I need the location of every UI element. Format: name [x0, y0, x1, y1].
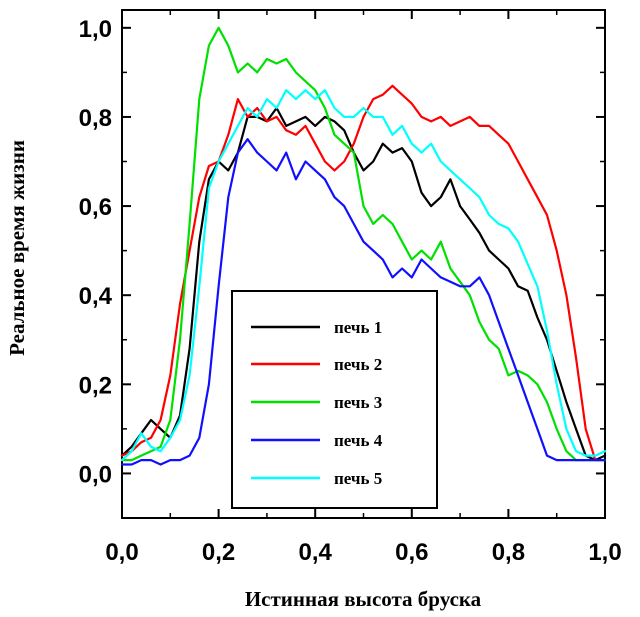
legend-label-4: печь 4 — [334, 431, 383, 450]
y-tick-label: 0,4 — [79, 283, 113, 310]
y-tick-label: 0,0 — [79, 461, 112, 488]
x-tick-label: 0,2 — [202, 539, 235, 566]
legend-label-5: печь 5 — [334, 469, 382, 488]
y-tick-label: 1,0 — [79, 16, 112, 43]
legend-label-1: печь 1 — [334, 318, 382, 337]
y-tick-label: 0,6 — [79, 194, 112, 221]
x-tick-label: 0,0 — [105, 539, 138, 566]
legend-label-2: печь 2 — [334, 355, 382, 374]
x-tick-label: 0,6 — [395, 539, 428, 566]
legend-label-3: печь 3 — [334, 393, 382, 412]
y-tick-label: 0,8 — [79, 105, 112, 132]
x-axis-title: Истинная высота бруска — [245, 587, 482, 611]
x-axis: 0,0 0,2 0,4 0,6 0,8 1,0 — [105, 10, 622, 566]
series-layer — [120, 26, 607, 466]
series-line-4 — [120, 138, 607, 466]
legend: печь 1 печь 2 печь 3 печь 4 печь 5 — [231, 290, 438, 509]
x-tick-label: 0,8 — [492, 539, 525, 566]
x-tick-label: 0,4 — [299, 539, 333, 566]
series-line-5 — [120, 89, 607, 462]
y-axis-title: Реальное время жизни — [5, 140, 29, 356]
series-line-2 — [120, 84, 607, 462]
x-tick-label: 1,0 — [588, 539, 621, 566]
y-tick-label: 0,2 — [79, 372, 112, 399]
y-axis: 0,0 0,2 0,4 0,6 0,8 1,0 — [79, 16, 605, 488]
series-line-1 — [120, 106, 607, 462]
series-line-3 — [120, 26, 607, 462]
